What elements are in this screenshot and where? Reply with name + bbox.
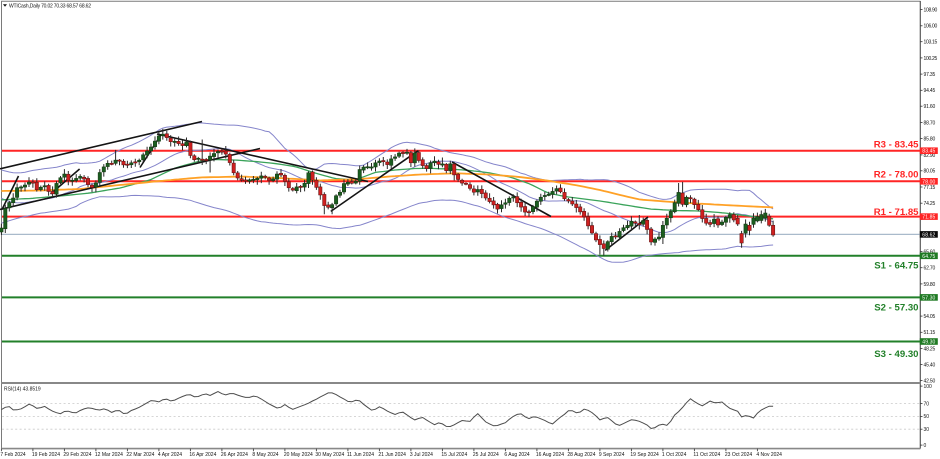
- svg-text:100.25: 100.25: [924, 56, 938, 62]
- svg-text:9 Sep 2024: 9 Sep 2024: [599, 452, 625, 458]
- svg-text:78.00: 78.00: [922, 179, 935, 185]
- svg-text:82.90: 82.90: [924, 153, 936, 159]
- svg-text:85.80: 85.80: [924, 137, 936, 143]
- svg-text:30: 30: [924, 427, 930, 433]
- svg-text:74.25: 74.25: [924, 201, 936, 207]
- svg-text:49.30: 49.30: [922, 340, 935, 346]
- svg-text:6 Aug 2024: 6 Aug 2024: [504, 452, 530, 458]
- svg-text:S2 - 57.30: S2 - 57.30: [874, 302, 918, 313]
- svg-text:100: 100: [924, 384, 933, 390]
- svg-text:1 Oct 2024: 1 Oct 2024: [662, 452, 687, 458]
- svg-text:25 Jul 2024: 25 Jul 2024: [473, 452, 499, 458]
- svg-text:29 Feb 2024: 29 Feb 2024: [63, 452, 91, 458]
- svg-text:R3 - 83.45: R3 - 83.45: [874, 139, 919, 150]
- svg-text:103.15: 103.15: [924, 40, 938, 46]
- svg-text:26 Apr 2024: 26 Apr 2024: [221, 452, 248, 458]
- svg-text:R2 - 78.00: R2 - 78.00: [874, 170, 919, 181]
- svg-text:3 Jul 2024: 3 Jul 2024: [410, 452, 433, 458]
- svg-text:RSI(14) 43.8519: RSI(14) 43.8519: [4, 387, 41, 393]
- svg-text:94.45: 94.45: [924, 88, 936, 94]
- svg-text:R1 - 71.85: R1 - 71.85: [874, 207, 919, 218]
- svg-text:4 Nov 2024: 4 Nov 2024: [756, 452, 782, 458]
- svg-text:28 Aug 2024: 28 Aug 2024: [567, 452, 595, 458]
- svg-text:4 Apr 2024: 4 Apr 2024: [158, 452, 182, 458]
- svg-text:68.62: 68.62: [922, 232, 935, 238]
- svg-text:WTICash,Daily 70.02 70.33 68.: WTICash,Daily 70.02 70.33 68.57 68.62: [9, 3, 91, 9]
- svg-text:62.70: 62.70: [924, 266, 936, 272]
- svg-text:11 Oct 2024: 11 Oct 2024: [693, 452, 720, 458]
- svg-text:S3 - 49.30: S3 - 49.30: [874, 349, 918, 360]
- svg-text:8 May 2024: 8 May 2024: [252, 452, 278, 458]
- svg-text:77.15: 77.15: [924, 185, 936, 191]
- svg-text:19 Feb 2024: 19 Feb 2024: [32, 452, 60, 458]
- svg-text:15 Jul 2024: 15 Jul 2024: [441, 452, 467, 458]
- svg-text:51.15: 51.15: [924, 330, 936, 336]
- svg-text:19 Sep 2024: 19 Sep 2024: [630, 452, 659, 458]
- svg-text:83.45: 83.45: [922, 149, 935, 155]
- svg-text:71.85: 71.85: [922, 215, 935, 221]
- svg-text:30 May 2024: 30 May 2024: [315, 452, 344, 458]
- svg-text:88.70: 88.70: [924, 120, 936, 126]
- svg-text:11 Jun 2024: 11 Jun 2024: [347, 452, 374, 458]
- svg-text:108.90: 108.90: [924, 8, 938, 14]
- svg-text:80.05: 80.05: [924, 169, 936, 175]
- svg-text:7 Feb 2024: 7 Feb 2024: [0, 452, 26, 458]
- svg-text:22 Mar 2024: 22 Mar 2024: [126, 452, 154, 458]
- svg-text:57.30: 57.30: [922, 295, 935, 301]
- svg-text:97.35: 97.35: [924, 72, 936, 78]
- svg-text:91.60: 91.60: [924, 104, 936, 110]
- svg-text:16 Aug 2024: 16 Aug 2024: [536, 452, 564, 458]
- svg-text:45.40: 45.40: [924, 362, 936, 368]
- svg-text:S1 - 64.75: S1 - 64.75: [874, 261, 919, 272]
- svg-text:48.25: 48.25: [924, 346, 936, 352]
- svg-text:54.05: 54.05: [924, 314, 936, 320]
- svg-text:20 May 2024: 20 May 2024: [284, 452, 313, 458]
- svg-text:42.50: 42.50: [924, 379, 936, 385]
- svg-text:50: 50: [924, 414, 930, 420]
- svg-text:12 Mar 2024: 12 Mar 2024: [95, 452, 123, 458]
- svg-text:70: 70: [924, 401, 930, 407]
- svg-text:106.00: 106.00: [924, 24, 938, 30]
- svg-text:0: 0: [924, 443, 927, 449]
- svg-text:59.80: 59.80: [924, 282, 936, 288]
- svg-text:16 Apr 2024: 16 Apr 2024: [189, 452, 216, 458]
- svg-text:64.75: 64.75: [922, 254, 935, 260]
- svg-text:65.60: 65.60: [924, 249, 936, 255]
- svg-text:21 Jun 2024: 21 Jun 2024: [378, 452, 406, 458]
- svg-text:23 Oct 2024: 23 Oct 2024: [725, 452, 752, 458]
